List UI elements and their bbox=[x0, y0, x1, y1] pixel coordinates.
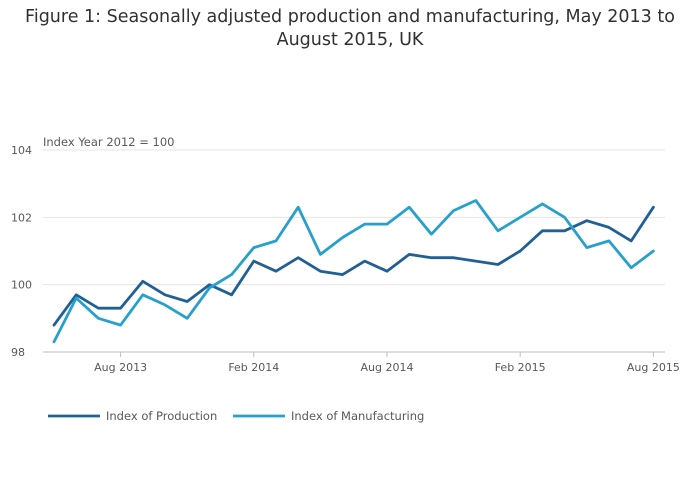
x-axis: Aug 2013 Feb 2014 Aug 2014 Feb 2015 Aug 2015 bbox=[94, 352, 680, 374]
series-line-index-of-manufacturing bbox=[52, 199, 655, 344]
series-line-index-of-production bbox=[52, 205, 655, 327]
y-axis-label: Index Year 2012 = 100 bbox=[43, 135, 174, 149]
x-tick-label: Aug 2013 bbox=[94, 361, 147, 374]
y-tick-label-102: 102 bbox=[11, 211, 32, 224]
x-tick-label: Aug 2015 bbox=[627, 361, 680, 374]
x-tick-label: Aug 2014 bbox=[361, 361, 414, 374]
gridlines bbox=[43, 149, 665, 353]
series-lines bbox=[52, 199, 655, 344]
chart-title-line-1: Figure 1: Seasonally adjusted production… bbox=[25, 7, 675, 27]
legend-label: Index of Production bbox=[106, 409, 217, 423]
y-tick-label-98: 98 bbox=[11, 346, 25, 359]
chart-title: Figure 1: Seasonally adjusted production… bbox=[0, 6, 700, 52]
legend-label: Index of Manufacturing bbox=[291, 409, 424, 423]
y-tick-label-104: 104 bbox=[11, 144, 32, 157]
legend[interactable]: Index of Production Index of Manufacturin… bbox=[48, 409, 424, 423]
legend-item-index-of-production[interactable]: Index of Production bbox=[48, 409, 217, 423]
x-tick-label: Feb 2015 bbox=[495, 361, 546, 374]
legend-item-index-of-manufacturing[interactable]: Index of Manufacturing bbox=[233, 409, 424, 423]
chart-title-line-2: August 2015, UK bbox=[276, 30, 424, 50]
x-tick-label: Feb 2014 bbox=[228, 361, 279, 374]
y-tick-label-100: 100 bbox=[11, 279, 32, 292]
y-axis-ticks: 98 100 102 104 bbox=[11, 144, 32, 359]
